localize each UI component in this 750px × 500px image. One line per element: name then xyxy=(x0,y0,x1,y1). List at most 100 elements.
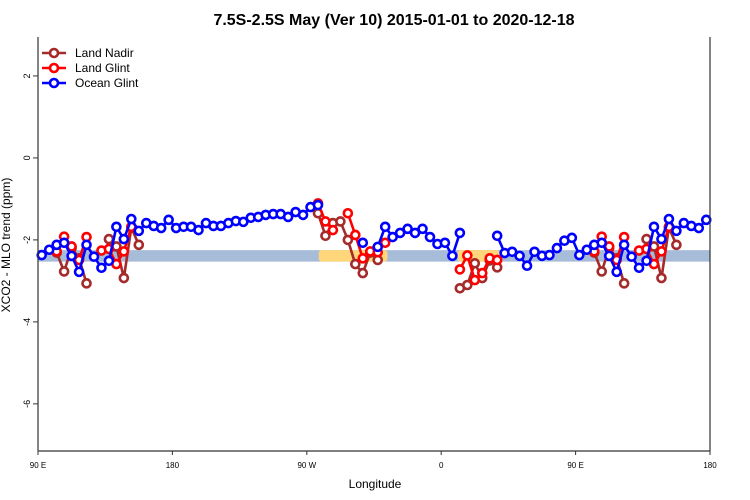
data-point xyxy=(476,267,488,279)
data-point xyxy=(656,233,667,245)
data-point xyxy=(574,249,585,261)
y-axis-label: XCO2 - MLO trend (ppm) xyxy=(0,178,13,313)
data-point xyxy=(671,225,682,237)
data-point xyxy=(350,229,361,241)
data-point xyxy=(193,224,204,236)
x-tick-label: 180 xyxy=(166,461,180,470)
data-point xyxy=(342,234,354,246)
data-point xyxy=(596,237,608,249)
data-point xyxy=(58,266,70,277)
data-point xyxy=(521,260,533,272)
data-point xyxy=(656,246,667,257)
data-point xyxy=(342,207,354,219)
data-point xyxy=(43,244,55,256)
y-tick-label: -2 xyxy=(22,236,32,244)
data-point xyxy=(73,266,85,278)
data-point xyxy=(126,213,137,225)
data-point xyxy=(506,246,518,258)
data-point xyxy=(648,221,660,233)
data-point xyxy=(693,222,705,234)
data-point xyxy=(633,262,645,274)
x-tick-label: 0 xyxy=(439,461,444,470)
chart-title: 7.5S-2.5S May (Ver 10) 2015-01-01 to 202… xyxy=(213,12,574,29)
legend-item: Land Nadir xyxy=(42,46,134,60)
data-point xyxy=(409,227,421,239)
data-point xyxy=(387,231,398,243)
data-point xyxy=(133,239,145,251)
data-point xyxy=(155,222,167,234)
data-point xyxy=(514,250,525,262)
legend-marker xyxy=(48,47,60,59)
data-point xyxy=(103,255,115,267)
data-point xyxy=(603,250,615,262)
data-point xyxy=(103,233,115,245)
data-point xyxy=(671,239,682,251)
legend-item: Ocean Glint xyxy=(42,76,139,90)
x-ticks: 90 E 180 90 W 0 90 E 180 xyxy=(30,451,717,470)
data-point xyxy=(372,241,384,253)
legend-label: Land Nadir xyxy=(75,46,134,60)
data-point xyxy=(379,237,391,249)
legend-label: Land Glint xyxy=(75,61,130,75)
data-point xyxy=(581,244,593,256)
data-point xyxy=(118,233,130,245)
data-point xyxy=(618,239,630,251)
legend-label: Ocean Glint xyxy=(75,76,139,90)
y-tick-label: -4 xyxy=(22,318,32,326)
y-tick-label: 2 xyxy=(22,73,32,78)
x-tick-label: 90 W xyxy=(297,461,316,470)
data-point xyxy=(118,272,130,284)
data-point xyxy=(320,230,331,242)
data-point xyxy=(66,250,77,262)
data-point xyxy=(163,214,174,226)
data-point xyxy=(238,216,249,228)
data-point xyxy=(491,254,503,266)
data-point xyxy=(282,211,294,223)
data-point xyxy=(611,266,622,278)
x-tick-label: 90 E xyxy=(567,461,583,470)
data-point xyxy=(641,255,652,267)
data-point xyxy=(81,239,92,251)
data-point xyxy=(133,225,145,237)
data-point xyxy=(350,258,361,270)
data-point xyxy=(454,264,466,275)
data-point xyxy=(327,224,339,236)
data-point xyxy=(111,221,122,233)
data-point xyxy=(379,221,391,233)
data-point xyxy=(618,278,630,289)
data-point xyxy=(424,231,436,243)
y-ticks: 2 0 -2 -4 -6 xyxy=(22,73,38,408)
data-point xyxy=(58,237,70,249)
data-point xyxy=(36,249,48,261)
data-point xyxy=(118,246,130,257)
data-point xyxy=(394,227,406,239)
x-tick-label: 180 xyxy=(703,461,717,470)
data-point xyxy=(700,214,712,226)
data-point xyxy=(462,279,473,291)
data-point xyxy=(663,213,675,225)
data-point xyxy=(357,237,369,249)
y-tick-label: 0 xyxy=(22,155,32,160)
series-ocean-glint xyxy=(36,199,712,278)
legend-item: Land Glint xyxy=(42,61,130,75)
legend-marker xyxy=(48,77,60,89)
data-point xyxy=(447,250,458,262)
data-point xyxy=(417,223,428,235)
data-point xyxy=(626,251,637,263)
data-point xyxy=(529,246,540,258)
data-point xyxy=(357,253,369,264)
data-point xyxy=(320,216,331,227)
data-point xyxy=(491,230,503,242)
data-point xyxy=(81,278,92,289)
data-point xyxy=(88,251,100,263)
data-point xyxy=(462,250,473,261)
data-point xyxy=(335,216,346,227)
data-point xyxy=(641,233,652,245)
data-point xyxy=(551,242,563,254)
data-point xyxy=(656,272,667,284)
data-point xyxy=(469,274,481,286)
data-point xyxy=(297,209,309,221)
data-point xyxy=(596,266,608,277)
